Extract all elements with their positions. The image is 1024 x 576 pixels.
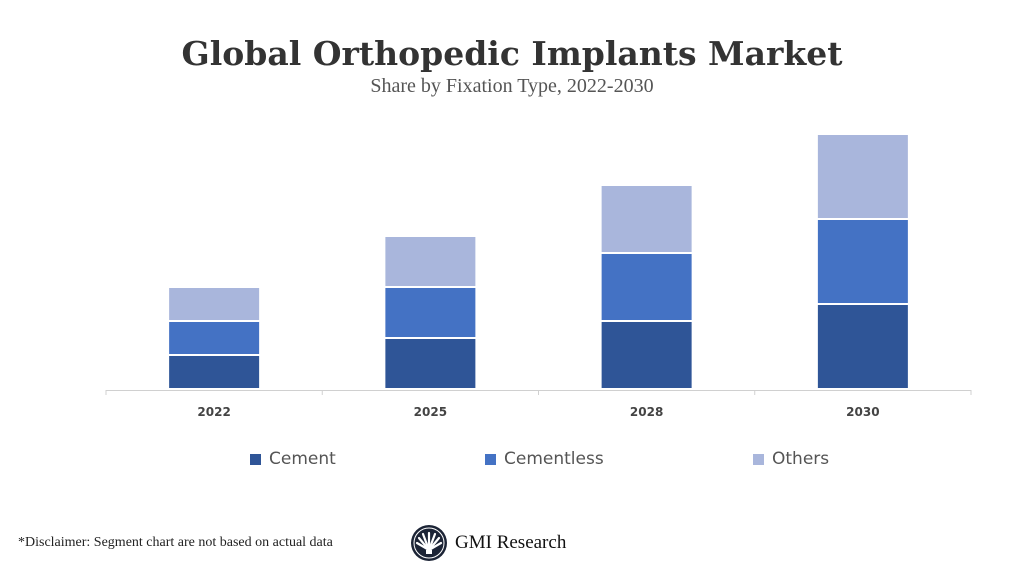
legend-label: Others <box>772 449 830 469</box>
x-tick-label: 2022 <box>197 405 230 419</box>
bar-cement-2022 <box>169 356 260 388</box>
x-tick-label: 2028 <box>630 405 663 419</box>
bar-cement-2030 <box>817 305 908 388</box>
x-axis: 2022 2025 2028 2030 <box>105 390 972 419</box>
legend-swatch <box>250 453 261 465</box>
x-tick-label: 2025 <box>414 405 447 419</box>
bar-cement-2028 <box>601 322 692 388</box>
legend-label: Cement <box>269 449 336 469</box>
bar-cementless-2028 <box>601 254 692 320</box>
gmi-logo: GMI Research <box>410 524 566 562</box>
disclaimer: *Disclaimer: Segment chart are not based… <box>18 535 333 550</box>
fan-leaf-logo-icon <box>411 525 447 561</box>
bar-cementless-2030 <box>817 220 908 303</box>
stacked-bar-chart: 2022 2025 2028 2030 <box>105 135 972 419</box>
legend-item-others: Others <box>753 449 829 469</box>
x-tick-label: 2030 <box>846 405 879 419</box>
legend-item-cementless: Cementless <box>485 449 604 469</box>
legend-item-cement: Cement <box>250 449 336 469</box>
chart-title: Global Orthopedic Implants Market <box>181 34 843 73</box>
bar-cementless-2022 <box>169 322 260 354</box>
legend-label: Cementless <box>504 449 604 469</box>
bar-others-2022 <box>169 288 260 320</box>
bar-others-2030 <box>817 135 908 218</box>
bar-cementless-2025 <box>385 288 476 337</box>
bars-group <box>169 135 908 388</box>
legend: Cement Cementless Others <box>0 449 1024 473</box>
chart-subtitle: Share by Fixation Type, 2022-2030 <box>370 75 654 97</box>
legend-swatch <box>485 453 496 465</box>
bar-others-2025 <box>385 237 476 286</box>
logo-text: GMI Research <box>455 532 567 553</box>
legend-swatch <box>753 453 764 465</box>
bar-others-2028 <box>601 186 692 252</box>
bar-cement-2025 <box>385 339 476 388</box>
